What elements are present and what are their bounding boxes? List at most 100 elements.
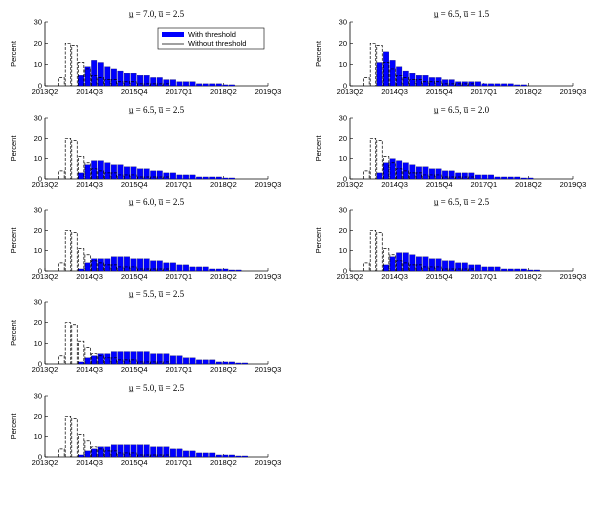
bar-with-threshold bbox=[222, 84, 229, 87]
y-tick-label: 0 bbox=[38, 82, 42, 91]
y-axis-label: Percent bbox=[9, 227, 18, 254]
bar-with-threshold bbox=[242, 362, 248, 365]
bar-with-threshold bbox=[124, 73, 130, 87]
bar-without-threshold bbox=[468, 83, 475, 86]
panel-5: u̲ = 6.0, u̅ = 2.5 Percent 0 10 20 30 2013Q2 20… bbox=[9, 197, 281, 281]
bar-with-threshold bbox=[481, 83, 488, 87]
bar-with-threshold bbox=[494, 266, 501, 272]
bar-with-threshold bbox=[189, 81, 196, 87]
y-tick-label: 10 bbox=[34, 60, 42, 69]
bar-without-threshold bbox=[402, 262, 409, 271]
x-tick-label: 2017Q1 bbox=[165, 272, 192, 281]
bar-without-threshold bbox=[84, 68, 91, 86]
bar-with-threshold bbox=[117, 164, 124, 180]
y-tick-label: 10 bbox=[34, 432, 42, 441]
bar-with-threshold bbox=[215, 83, 222, 87]
bar-with-threshold bbox=[376, 62, 383, 87]
y-tick-label: 30 bbox=[339, 114, 347, 123]
bar-with-threshold bbox=[150, 77, 157, 87]
bar-with-threshold bbox=[97, 160, 104, 180]
x-tick-label: 2018Q2 bbox=[515, 180, 542, 189]
x-tick-label: 2018Q2 bbox=[515, 87, 542, 96]
bar-without-threshold bbox=[136, 454, 144, 457]
bar-without-threshold bbox=[64, 322, 72, 364]
bar-with-threshold bbox=[183, 174, 189, 180]
bar-with-threshold bbox=[104, 162, 111, 180]
bar-with-threshold bbox=[481, 266, 488, 272]
bar-without-threshold bbox=[84, 347, 91, 364]
y-axis-label: Percent bbox=[9, 319, 18, 346]
y-tick-label: 0 bbox=[38, 360, 42, 369]
bar-with-threshold bbox=[488, 266, 494, 272]
bar-without-threshold bbox=[91, 353, 98, 364]
x-tick-label: 2013Q2 bbox=[32, 458, 59, 467]
y-axis-label: Percent bbox=[314, 40, 323, 67]
x-tick-label: 2019Q3 bbox=[560, 272, 587, 281]
bar-with-threshold bbox=[383, 162, 389, 180]
bar-with-threshold bbox=[143, 351, 150, 365]
x-tick-label: 2014Q3 bbox=[76, 87, 103, 96]
bar-without-threshold bbox=[428, 266, 436, 271]
bar-without-threshold bbox=[71, 324, 78, 364]
bar-with-threshold bbox=[143, 168, 150, 180]
bar-with-threshold bbox=[222, 361, 229, 365]
x-tick-label: 2014Q3 bbox=[76, 458, 103, 467]
bar-with-threshold bbox=[78, 268, 84, 272]
bar-with-threshold bbox=[110, 68, 117, 87]
bar-without-threshold bbox=[58, 448, 65, 457]
y-tick-label: 0 bbox=[38, 267, 42, 276]
bar-without-threshold bbox=[435, 81, 442, 86]
bar-with-threshold bbox=[84, 262, 91, 272]
y-axis-label: Percent bbox=[314, 135, 323, 162]
bar-without-threshold bbox=[163, 361, 170, 364]
panel-title: u̲ = 6.5, u̅ = 2.0 bbox=[433, 105, 489, 115]
bar-without-threshold bbox=[363, 262, 370, 271]
bar-with-threshold bbox=[183, 450, 189, 458]
bar-without-threshold bbox=[143, 268, 150, 271]
bar-with-threshold bbox=[435, 258, 442, 272]
bar-without-threshold bbox=[130, 81, 137, 86]
bar-without-threshold bbox=[143, 83, 150, 86]
x-tick-label: 2018Q2 bbox=[210, 458, 237, 467]
bar-with-threshold bbox=[215, 454, 222, 458]
panel-title: u̲ = 6.5, u̅ = 2.5 bbox=[128, 105, 184, 115]
y-tick-label: 30 bbox=[34, 206, 42, 215]
y-axis-label: Percent bbox=[9, 413, 18, 440]
bar-without-threshold bbox=[77, 62, 85, 86]
bar-without-threshold bbox=[461, 83, 468, 86]
bar-with-threshold bbox=[209, 83, 216, 87]
bar-without-threshold bbox=[156, 454, 163, 457]
bar-with-threshold bbox=[196, 452, 203, 458]
bar-with-threshold bbox=[429, 258, 435, 272]
bar-with-threshold bbox=[137, 444, 144, 458]
y-tick-label: 20 bbox=[339, 226, 347, 235]
bar-with-threshold bbox=[97, 258, 104, 272]
bar-with-threshold bbox=[396, 66, 403, 87]
bar-with-threshold bbox=[488, 83, 494, 87]
bar-with-threshold bbox=[514, 84, 521, 87]
bar-with-threshold bbox=[514, 268, 521, 272]
bar-with-threshold bbox=[124, 444, 130, 458]
legend-label-with-threshold: With threshold bbox=[188, 30, 236, 39]
bar-with-threshold bbox=[130, 258, 137, 272]
bar-without-threshold bbox=[363, 170, 370, 179]
bar-without-threshold bbox=[77, 156, 85, 179]
x-tick-label: 2018Q2 bbox=[210, 272, 237, 281]
bar-with-threshold bbox=[110, 164, 117, 180]
bar-with-threshold bbox=[229, 361, 235, 365]
bar-with-threshold bbox=[196, 176, 203, 180]
bar-with-threshold bbox=[137, 258, 144, 272]
bar-with-threshold bbox=[124, 351, 130, 365]
bar-without-threshold bbox=[163, 176, 170, 179]
bar-without-threshold bbox=[143, 454, 150, 457]
bar-without-threshold bbox=[117, 266, 124, 271]
bar-with-threshold bbox=[383, 51, 389, 87]
bar-with-threshold bbox=[196, 359, 203, 365]
bar-with-threshold bbox=[176, 264, 183, 272]
bar-with-threshold bbox=[229, 84, 235, 87]
bar-with-threshold bbox=[202, 266, 209, 272]
bar-with-threshold bbox=[435, 168, 442, 180]
bar-with-threshold bbox=[169, 355, 176, 365]
bar-with-threshold bbox=[169, 79, 176, 87]
bar-with-threshold bbox=[183, 81, 189, 87]
